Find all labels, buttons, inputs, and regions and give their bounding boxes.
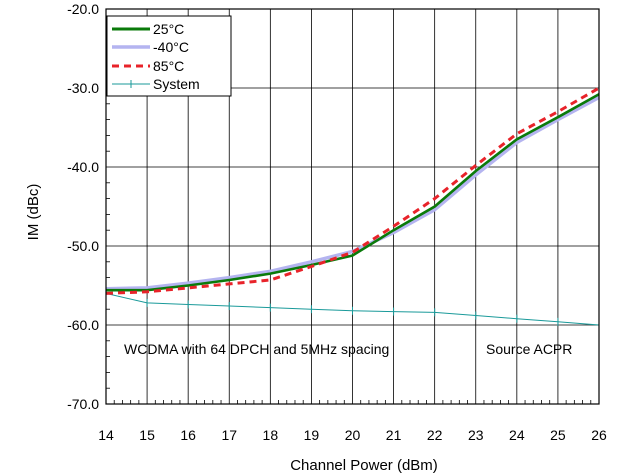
x-tick-label: 19 [304,427,320,443]
x-tick-label: 16 [180,427,196,443]
x-tick-label: 15 [139,427,155,443]
x-tick-label: 14 [98,427,114,443]
legend: 25°C -40°C 85°C System [106,15,232,97]
y-tick-label: -40.0 [67,159,99,175]
y-tick-label: -70.0 [67,396,99,412]
annotation-wcdma: WCDMA with 64 DPCH and 5MHz spacing [124,341,389,357]
x-tick-label: 17 [221,427,237,443]
y-tick-labels: -20.0 -30.0 -40.0 -50.0 -60.0 -70.0 [67,1,99,412]
y-tick-label: -30.0 [67,80,99,96]
series-25c-line [106,93,600,292]
y-axis-label: IM (dBc) [25,184,42,241]
legend-label-minus40c: -40°C [153,39,189,55]
x-tick-label: 23 [468,427,484,443]
x-tick-label: 20 [345,427,361,443]
x-tick-label: 24 [509,427,525,443]
plot-frame [105,8,600,405]
y-tick-label: -60.0 [67,317,99,333]
legend-label-25c: 25°C [153,21,184,37]
legend-label-85c: 85°C [153,58,184,74]
y-tick-label: -50.0 [67,238,99,254]
x-tick-label: 18 [263,427,279,443]
x-tick-label: 21 [386,427,402,443]
x-tick-label: 26 [591,427,607,443]
annotation-source-acpr: Source ACPR [486,341,572,357]
x-axis-label: Channel Power (dBm) [290,457,438,474]
y-tick-label: -20.0 [67,1,99,17]
minor-ticks [106,24,592,404]
legend-label-system: System [153,76,200,92]
x-tick-label: 22 [427,427,443,443]
x-tick-label: 25 [550,427,566,443]
x-tick-labels: 14 15 16 17 18 19 20 21 22 23 24 25 26 [98,427,607,443]
